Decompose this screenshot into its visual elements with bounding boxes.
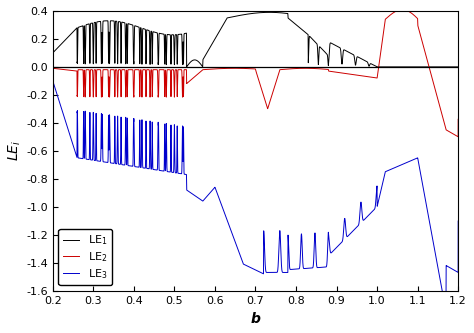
LE$_1$ [308, 35, 313, 39]
LE$_1$ [372, 64, 378, 68]
Line: LE$_2$: LE$_2$ [53, 10, 458, 137]
Line: LE$_3$: LE$_3$ [53, 74, 458, 311]
LE$_2$ [290, 67, 295, 71]
LE$_1$ [50, 58, 55, 62]
LE$_2$ [350, 73, 356, 77]
LE$_2$ [400, 8, 405, 12]
LE$_3$ [290, 267, 295, 271]
LE$_1$ [267, 10, 273, 14]
LE$_1$ [290, 20, 295, 24]
LE$_2$ [456, 117, 461, 121]
LE$_3$ [350, 229, 356, 233]
Line: LE$_1$: LE$_1$ [53, 12, 458, 67]
LE$_2$ [50, 66, 55, 70]
LE$_2$ [456, 135, 461, 139]
Legend: LE$_1$, LE$_2$, LE$_3$: LE$_1$, LE$_2$, LE$_3$ [58, 229, 112, 285]
LE$_3$ [70, 143, 76, 147]
LE$_3$ [456, 219, 461, 223]
X-axis label: $\boldsymbol{b}$: $\boldsymbol{b}$ [250, 311, 261, 326]
LE$_2$ [70, 69, 76, 73]
LE$_1$ [456, 65, 461, 69]
LE$_2$ [197, 71, 202, 75]
LE$_3$ [308, 266, 313, 270]
LE$_2$ [372, 76, 378, 80]
LE$_3$ [372, 206, 378, 210]
LE$_3$ [443, 309, 449, 313]
LE$_1$ [350, 53, 356, 57]
LE$_3$ [50, 72, 55, 76]
LE$_2$ [308, 66, 313, 70]
LE$_3$ [197, 197, 202, 201]
LE$_1$ [374, 65, 380, 69]
LE$_1$ [197, 61, 202, 65]
LE$_1$ [70, 30, 76, 34]
Y-axis label: $LE_i$: $LE_i$ [7, 140, 23, 162]
